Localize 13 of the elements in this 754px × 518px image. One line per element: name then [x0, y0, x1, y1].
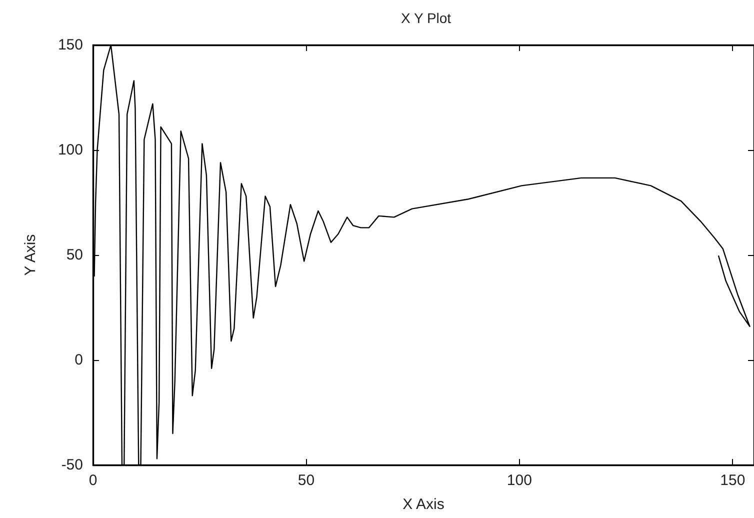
y-tick-label: 150	[58, 36, 83, 54]
y-axis-title: Y Axis	[22, 234, 39, 276]
x-tick-label: 150	[720, 472, 746, 489]
x-tick-label: 0	[88, 472, 98, 489]
x-axis-title: X Axis	[402, 496, 444, 513]
y-tick-label: -50	[61, 456, 83, 474]
chart-title: X Y Plot	[401, 10, 452, 26]
x-tick-label: 100	[506, 472, 532, 489]
x-tick-label: 50	[298, 472, 315, 489]
y-tick-label: 100	[58, 142, 83, 158]
y-tick-label: 50	[66, 246, 83, 264]
line-series	[94, 44, 750, 466]
y-tick-label: 0	[74, 352, 83, 368]
